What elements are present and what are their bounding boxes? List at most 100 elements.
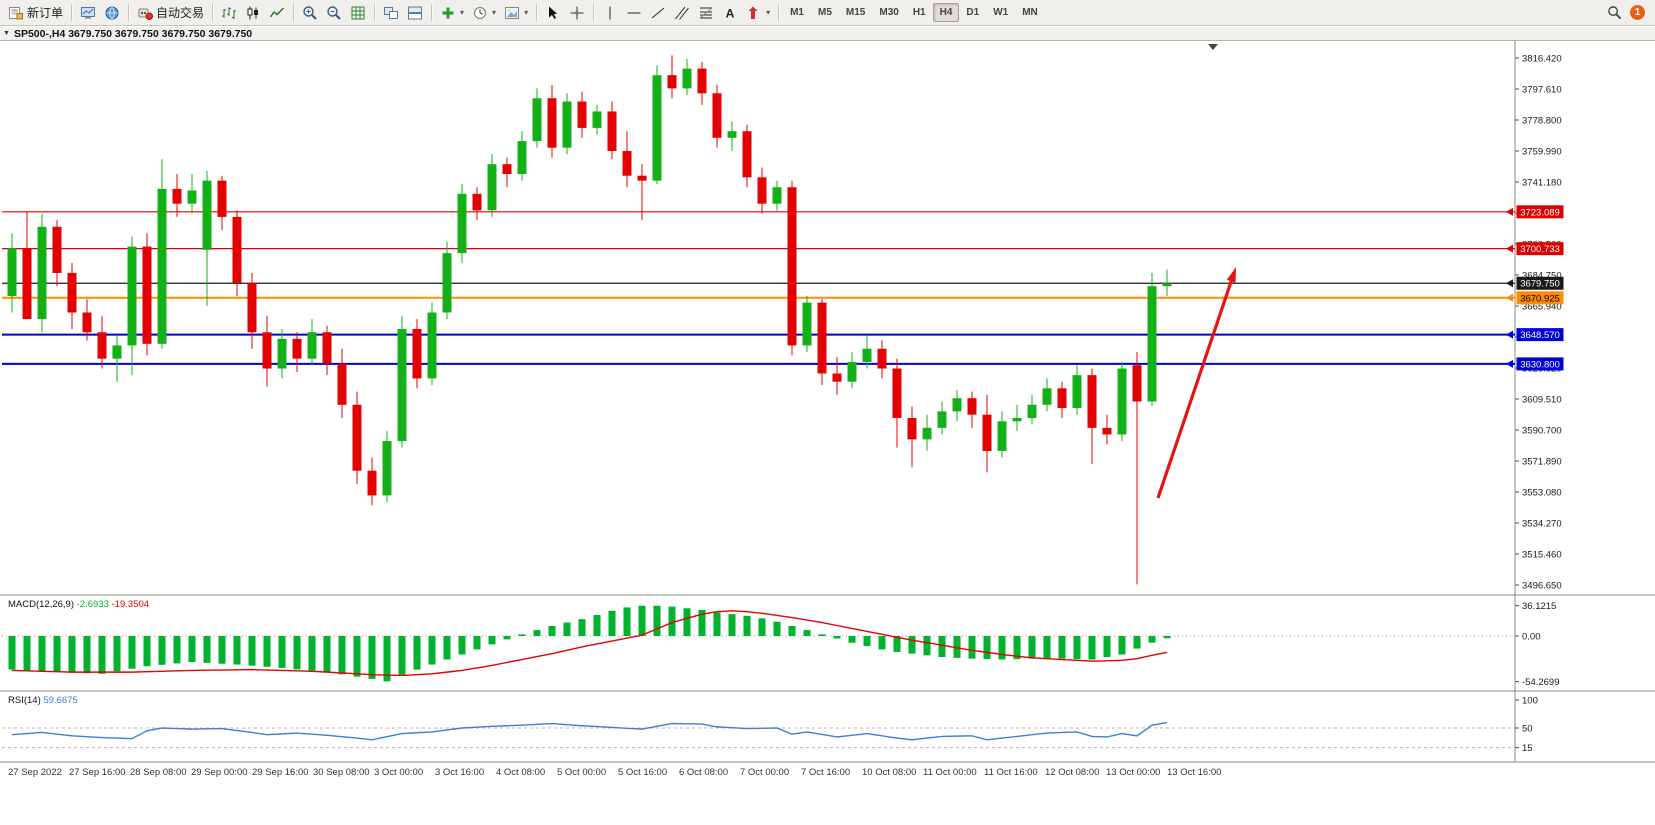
template-button[interactable]: ▾ — [500, 2, 532, 24]
time-axis-label: 29 Sep 00:00 — [191, 767, 248, 778]
template-icon — [504, 5, 520, 21]
timeframe-button-m30[interactable]: M30 — [879, 7, 899, 18]
candle — [1162, 283, 1172, 287]
price-tick-label: 3553.080 — [1522, 488, 1562, 499]
candle — [7, 248, 17, 297]
price-badge — [1516, 242, 1564, 256]
zoom-in-button[interactable] — [298, 2, 322, 24]
timeframe-button-m1[interactable]: M1 — [790, 7, 804, 18]
macd-histogram-bar — [608, 610, 616, 636]
auto-trading-button-label: 自动交易 — [156, 6, 205, 20]
arrows-icon — [746, 5, 762, 21]
cursor-icon — [545, 5, 561, 21]
candle — [397, 328, 407, 442]
candle — [367, 470, 377, 496]
toolbar-separator — [293, 4, 295, 21]
candle-chart-icon — [245, 5, 261, 21]
time-axis-label: 11 Oct 00:00 — [923, 767, 977, 778]
chevron-down-icon: ▾ — [460, 8, 465, 17]
macd-histogram-bar — [623, 607, 631, 636]
timeframe-button-m5[interactable]: M5 — [818, 7, 832, 18]
price-tick-label: 3571.890 — [1522, 457, 1562, 468]
chevron-down-icon[interactable]: ▼ — [3, 30, 10, 37]
macd-histogram-bar — [953, 636, 961, 658]
text-button[interactable]: A — [718, 2, 742, 24]
crosshair-button[interactable] — [565, 2, 589, 24]
bar-chart-button[interactable] — [217, 2, 241, 24]
notification-badge[interactable]: 1 — [1630, 5, 1645, 20]
macd-histogram-bar — [863, 636, 871, 647]
auto-trading-button[interactable]: 自动交易 — [133, 1, 208, 24]
tile-windows-button[interactable] — [379, 2, 403, 24]
candle — [427, 312, 437, 379]
price-tick-label: 3496.650 — [1522, 581, 1562, 592]
time-axis-label: 28 Sep 08:00 — [130, 767, 187, 778]
chart-shift-marker[interactable] — [1208, 44, 1218, 50]
candle — [1087, 375, 1097, 428]
period-selector-button[interactable]: ▾ — [468, 2, 500, 24]
vertical-line-button[interactable] — [598, 2, 622, 24]
macd-histogram-bar — [728, 614, 736, 636]
price-tick-label: 3797.610 — [1522, 85, 1562, 96]
price-tick-label: 3684.750 — [1522, 271, 1562, 282]
toolbar-separator — [593, 4, 595, 21]
toolbar-right: 1 — [1606, 4, 1653, 21]
macd-histogram-bar — [398, 636, 406, 675]
cursor-button[interactable] — [541, 2, 565, 24]
timeframe-button-h1[interactable]: H1 — [912, 7, 926, 18]
fibonacci-button[interactable] — [694, 2, 718, 24]
candle — [742, 131, 752, 178]
rsi-label: RSI(14) 59.6675 — [8, 695, 78, 706]
price-badge-label: 3670.925 — [1520, 293, 1560, 304]
timeframe-button-m15[interactable]: M15 — [845, 7, 866, 18]
grid-button[interactable] — [346, 2, 370, 24]
macd-histogram-bar — [473, 636, 481, 650]
candle — [1147, 286, 1157, 402]
toolbar-separator — [536, 4, 538, 21]
candle — [247, 282, 257, 333]
zoom-out-button[interactable] — [322, 2, 346, 24]
timeframe-button-h4[interactable]: H4 — [932, 3, 960, 22]
candlestick-chart-button[interactable] — [241, 2, 265, 24]
navigator-button[interactable] — [100, 2, 124, 24]
trendline-button[interactable] — [646, 2, 670, 24]
time-axis-label: 27 Sep 2022 — [8, 767, 62, 778]
market-watch-button[interactable] — [76, 2, 100, 24]
horizontal-line-button[interactable] — [622, 2, 646, 24]
macd-axis-label: 0.00 — [1522, 632, 1541, 643]
new-order-button[interactable]: 新订单 — [4, 1, 67, 24]
time-axis-label: 30 Sep 08:00 — [313, 767, 370, 778]
arrows-button[interactable]: ▾ — [742, 2, 774, 24]
macd-histogram-bar — [218, 636, 226, 664]
search-icon[interactable] — [1606, 4, 1623, 21]
time-axis-label: 7 Oct 00:00 — [740, 767, 789, 778]
candle — [157, 188, 167, 344]
add-indicator-button[interactable]: ▾ — [436, 2, 468, 24]
price-tick-label: 3741.180 — [1522, 178, 1562, 189]
line-chart-button[interactable] — [265, 2, 289, 24]
time-axis-label: 27 Sep 16:00 — [69, 767, 126, 778]
candle — [1057, 388, 1067, 409]
macd-histogram-bar — [23, 636, 31, 671]
time-axis-label: 12 Oct 08:00 — [1045, 767, 1099, 778]
macd-histogram-bar — [293, 636, 301, 670]
price-badge — [1516, 291, 1564, 305]
macd-histogram-bar — [188, 636, 196, 663]
macd-histogram-bar — [983, 636, 991, 660]
macd-signal-line — [11, 610, 1168, 677]
macd-histogram-bar — [1013, 636, 1021, 660]
macd-histogram-bar — [998, 636, 1006, 660]
channel-button[interactable] — [670, 2, 694, 24]
time-axis[interactable]: 27 Sep 2022 27 Sep 16:00 28 Sep 08:00 29 Se… — [8, 767, 1221, 778]
price-badge-label: 3648.570 — [1520, 330, 1560, 341]
timeframe-button-mn[interactable]: MN — [1022, 7, 1038, 18]
macd-histogram-bar — [338, 636, 346, 675]
trend-arrow-annotation[interactable] — [1156, 267, 1236, 499]
candle — [172, 188, 182, 204]
hline-icon — [626, 5, 642, 21]
price-tick-label: 3665.940 — [1522, 302, 1562, 313]
timeframe-button-d1[interactable]: D1 — [966, 7, 980, 18]
timeframe-button-w1[interactable]: W1 — [993, 7, 1009, 18]
cascade-windows-button[interactable] — [403, 2, 427, 24]
